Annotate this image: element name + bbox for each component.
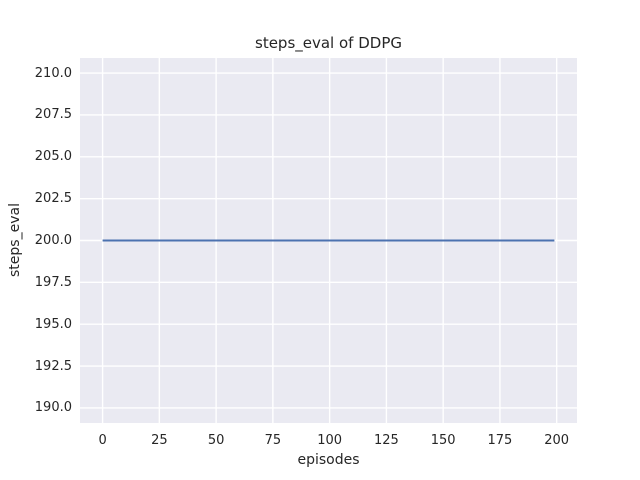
x-tick-label: 150 <box>430 433 456 448</box>
y-tick-label: 210.0 <box>34 65 72 81</box>
x-axis-label: episodes <box>297 452 360 468</box>
x-tick-label: 50 <box>207 433 225 448</box>
y-tick-label: 197.5 <box>34 274 72 290</box>
x-tick-label: 0 <box>98 433 107 448</box>
x-tick-label: 125 <box>373 433 399 448</box>
plot-area <box>80 58 577 423</box>
y-tick-label: 192.5 <box>34 358 72 374</box>
x-tick-label: 100 <box>317 433 343 448</box>
y-tick-label: 205.0 <box>34 149 72 165</box>
y-tick-label: 202.5 <box>34 191 72 207</box>
x-tick-label: 200 <box>544 433 570 448</box>
y-tick-label: 190.0 <box>34 400 72 416</box>
y-tick-label: 207.5 <box>34 107 72 123</box>
y-tick-label: 200.0 <box>34 233 72 248</box>
x-tick-label: 175 <box>487 433 513 448</box>
plot-canvas <box>80 58 577 423</box>
chart-title: steps_eval of DDPG <box>255 34 402 52</box>
x-tick-label: 75 <box>264 433 282 448</box>
y-tick-label: 195.0 <box>34 316 72 332</box>
x-tick-label: 25 <box>151 433 168 448</box>
y-axis-label: steps_eval <box>7 203 23 277</box>
